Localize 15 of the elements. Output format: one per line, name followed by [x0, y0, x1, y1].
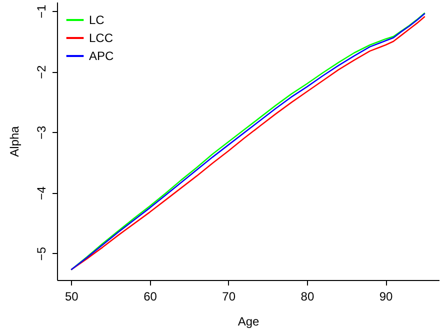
legend-label: LCC [89, 31, 114, 45]
y-tick-label: −2 [34, 64, 48, 79]
x-axis-title: Age [238, 314, 260, 328]
y-tick-label: −5 [34, 246, 48, 261]
x-tick-label: 90 [379, 290, 394, 304]
x-tick-label: 50 [64, 290, 79, 304]
y-tick-label: −1 [34, 4, 48, 18]
y-tick-label: −4 [34, 186, 48, 200]
y-tick-label: −3 [34, 126, 48, 140]
legend-label: APC [89, 49, 114, 63]
y-axis-title: Alpha [8, 126, 22, 157]
legend-label: LC [89, 13, 105, 27]
x-tick-label: 70 [222, 290, 236, 304]
x-tick-label: 60 [144, 290, 158, 304]
x-tick-label: 80 [300, 290, 314, 304]
